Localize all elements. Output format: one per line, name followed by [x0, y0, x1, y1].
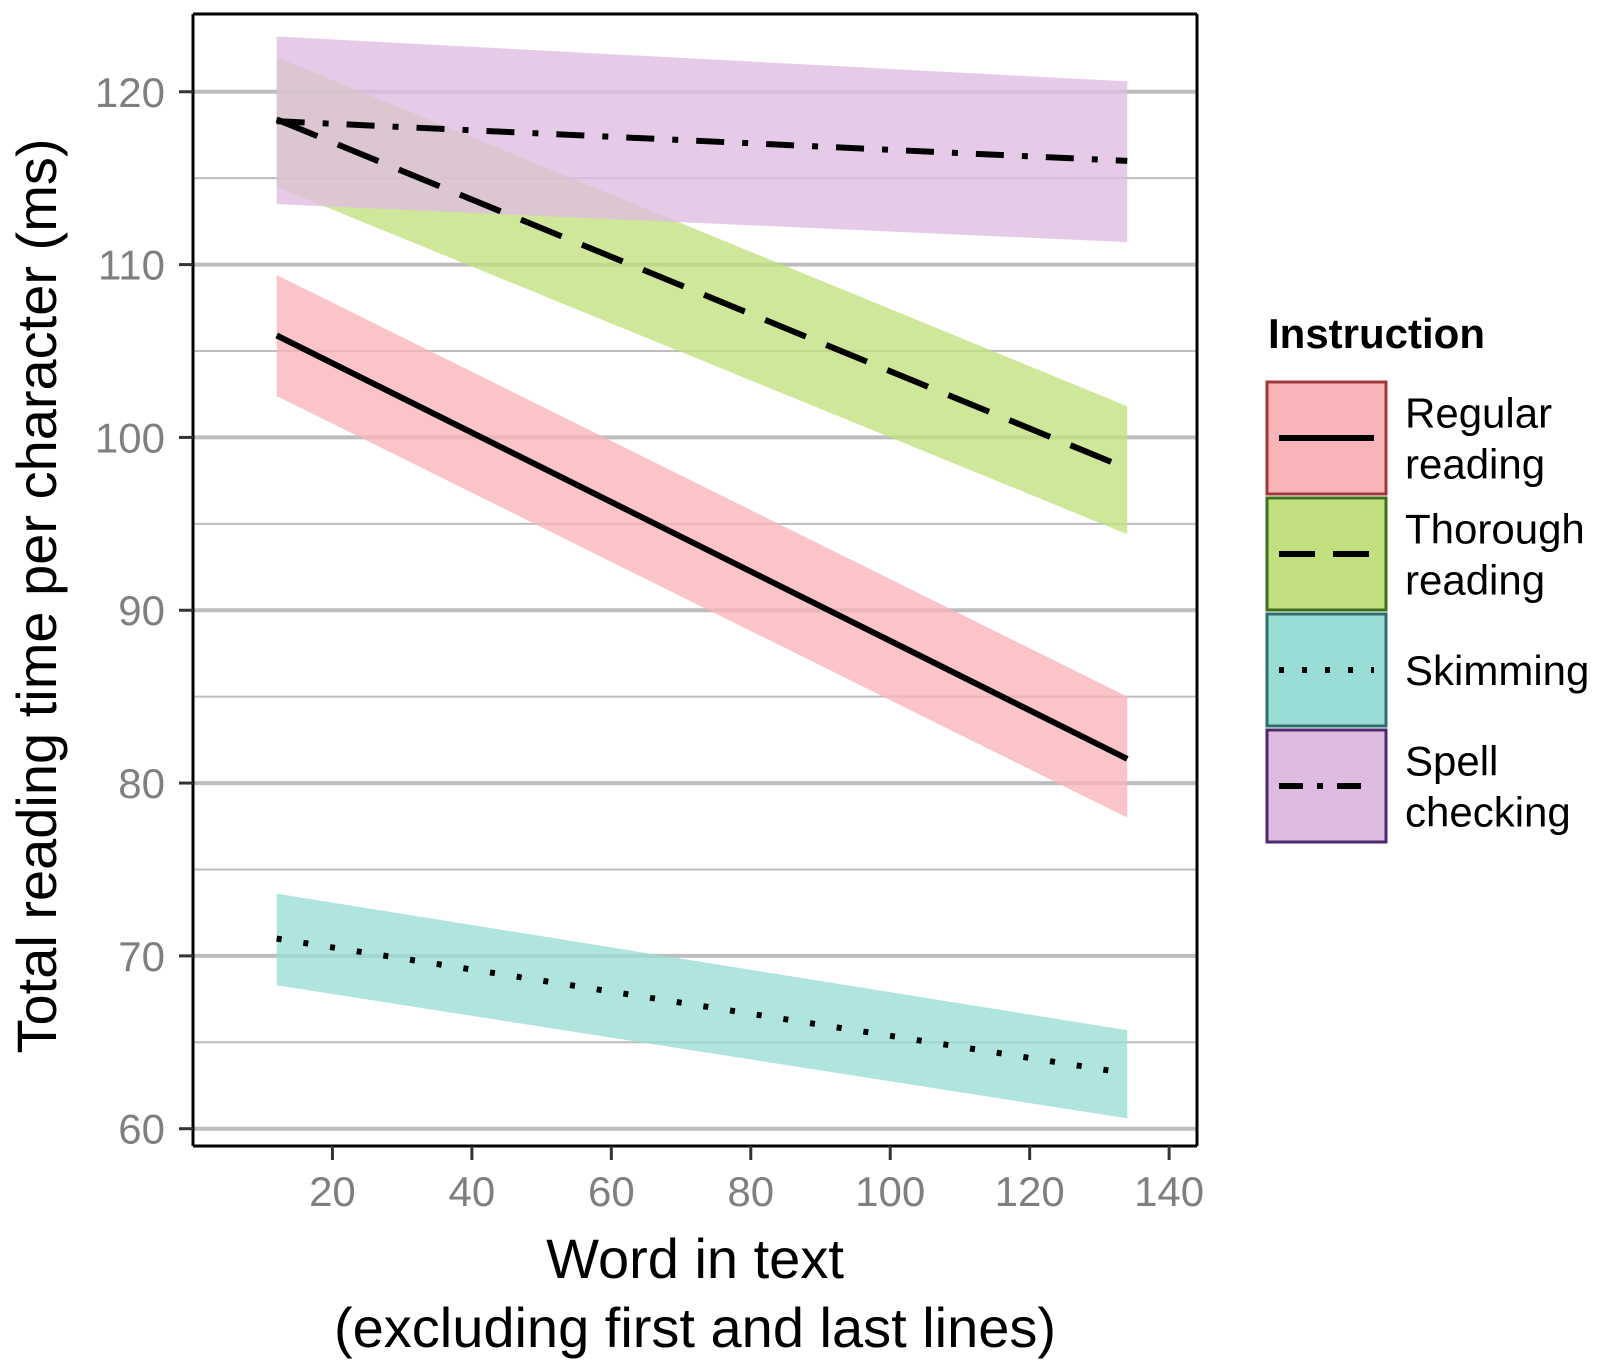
- x-tick-label: 100: [855, 1168, 925, 1215]
- x-tick-label: 20: [309, 1168, 356, 1215]
- y-tick-label: 90: [118, 587, 165, 634]
- series-line-3: [276, 118, 1128, 164]
- y-tick-label: 70: [118, 933, 165, 980]
- x-tick-label: 40: [449, 1168, 496, 1215]
- legend-label-0: reading: [1405, 441, 1545, 488]
- y-axis-title: Total reading time per character (ms): [5, 138, 68, 1053]
- legend-label-2: Skimming: [1405, 647, 1589, 694]
- y-tick-label: 60: [118, 1106, 165, 1153]
- legend-label-1: reading: [1405, 557, 1545, 604]
- ci-ribbon-2: [276, 893, 1128, 1119]
- y-tick-label: 110: [98, 242, 165, 289]
- legend-label-1: Thorough: [1405, 506, 1585, 553]
- legend-title: Instruction: [1268, 310, 1485, 357]
- y-tick-label: 80: [118, 760, 165, 807]
- x-tick-label: 60: [588, 1168, 635, 1215]
- ticks-layer: 20 40 60 80 100 120 140 60 70 80 90 100 110 120: [95, 69, 1204, 1215]
- x-tick-label: 120: [995, 1168, 1065, 1215]
- x-tick-label: 140: [1134, 1168, 1204, 1215]
- line-layer: [275, 116, 1129, 1077]
- y-tick-label: 120: [95, 69, 165, 116]
- series-line-1: [275, 116, 1129, 472]
- x-axis-title: Word in text: [546, 1227, 844, 1290]
- legend-label-0: Regular: [1405, 390, 1552, 437]
- series-line-0: [275, 332, 1129, 762]
- legend-label-3: checking: [1405, 789, 1571, 836]
- legend: Instruction RegularreadingThoroughreadin…: [1265, 310, 1589, 844]
- legend-label-3: Spell: [1405, 738, 1498, 785]
- y-tick-label: 100: [95, 414, 165, 461]
- x-axis-title-line-2: (excluding first and last lines): [334, 1296, 1056, 1359]
- x-tick-label: 80: [727, 1168, 774, 1215]
